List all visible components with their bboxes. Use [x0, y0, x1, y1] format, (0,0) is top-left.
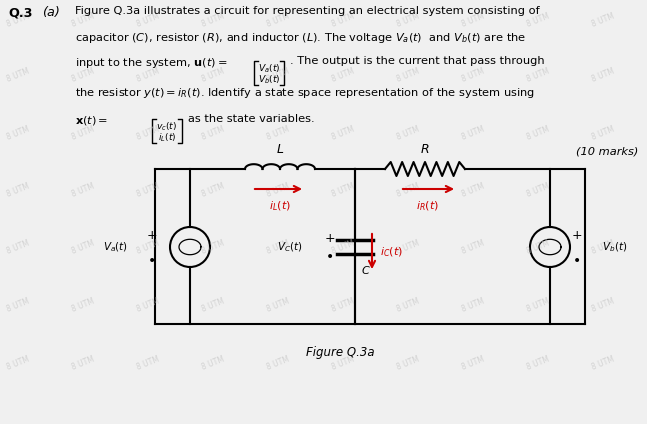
- Text: . The output is the current that pass through: . The output is the current that pass th…: [290, 56, 545, 66]
- Text: +: +: [572, 229, 582, 242]
- Text: $C$: $C$: [361, 264, 371, 276]
- Text: 8 UTM: 8 UTM: [590, 355, 615, 372]
- Text: 8 UTM: 8 UTM: [330, 297, 355, 314]
- Text: 8 UTM: 8 UTM: [5, 67, 30, 84]
- Text: 8 UTM: 8 UTM: [460, 297, 485, 314]
- Text: 8 UTM: 8 UTM: [135, 125, 160, 142]
- Text: (10 marks): (10 marks): [576, 146, 638, 156]
- Text: 8 UTM: 8 UTM: [525, 182, 551, 199]
- Text: $i_L(t)$: $i_L(t)$: [158, 131, 176, 143]
- Text: $V_b(t)$: $V_b(t)$: [258, 73, 280, 86]
- Text: 8 UTM: 8 UTM: [330, 239, 355, 256]
- Text: 8 UTM: 8 UTM: [200, 239, 226, 256]
- Text: 8 UTM: 8 UTM: [330, 125, 355, 142]
- Text: input to the system, $\mathbf{u}(t) = $: input to the system, $\mathbf{u}(t) = $: [75, 56, 228, 70]
- Text: 8 UTM: 8 UTM: [200, 297, 226, 314]
- Text: 8 UTM: 8 UTM: [265, 125, 291, 142]
- Text: 8 UTM: 8 UTM: [590, 12, 615, 29]
- Text: 8 UTM: 8 UTM: [525, 125, 551, 142]
- Text: 8 UTM: 8 UTM: [70, 67, 96, 84]
- Text: $i_L(t)$: $i_L(t)$: [269, 199, 291, 212]
- Text: Q.3: Q.3: [8, 6, 32, 19]
- Text: 8 UTM: 8 UTM: [460, 182, 485, 199]
- Text: 8 UTM: 8 UTM: [70, 355, 96, 372]
- Text: 8 UTM: 8 UTM: [395, 125, 421, 142]
- Text: 8 UTM: 8 UTM: [330, 67, 355, 84]
- Text: 8 UTM: 8 UTM: [525, 355, 551, 372]
- Text: 8 UTM: 8 UTM: [200, 182, 226, 199]
- Text: 8 UTM: 8 UTM: [460, 355, 485, 372]
- Text: 8 UTM: 8 UTM: [200, 12, 226, 29]
- Text: $V_C(t)$: $V_C(t)$: [278, 240, 303, 254]
- Text: $i_R(t)$: $i_R(t)$: [415, 199, 439, 212]
- Text: 8 UTM: 8 UTM: [70, 239, 96, 256]
- Text: 8 UTM: 8 UTM: [460, 12, 485, 29]
- Text: 8 UTM: 8 UTM: [395, 297, 421, 314]
- Text: $L$: $L$: [276, 143, 284, 156]
- Text: 8 UTM: 8 UTM: [395, 182, 421, 199]
- Text: +: +: [325, 232, 335, 245]
- Text: Figure Q.3a: Figure Q.3a: [305, 346, 375, 359]
- Text: 8 UTM: 8 UTM: [395, 67, 421, 84]
- Text: 8 UTM: 8 UTM: [330, 182, 355, 199]
- Text: 8 UTM: 8 UTM: [135, 239, 160, 256]
- Text: 8 UTM: 8 UTM: [265, 355, 291, 372]
- Text: 8 UTM: 8 UTM: [70, 182, 96, 199]
- Text: 8 UTM: 8 UTM: [200, 125, 226, 142]
- Text: 8 UTM: 8 UTM: [135, 182, 160, 199]
- Text: 8 UTM: 8 UTM: [70, 12, 96, 29]
- Text: 8 UTM: 8 UTM: [5, 297, 30, 314]
- Text: capacitor ($C$), resistor ($R$), and inductor ($L$). The voltage $V_a(t)$  and $: capacitor ($C$), resistor ($R$), and ind…: [75, 31, 526, 45]
- Text: 8 UTM: 8 UTM: [265, 239, 291, 256]
- Text: 8 UTM: 8 UTM: [330, 355, 355, 372]
- Text: 8 UTM: 8 UTM: [590, 125, 615, 142]
- Text: 8 UTM: 8 UTM: [135, 297, 160, 314]
- Text: 8 UTM: 8 UTM: [590, 67, 615, 84]
- Text: 8 UTM: 8 UTM: [330, 12, 355, 29]
- Text: as the state variables.: as the state variables.: [188, 114, 314, 124]
- Text: 8 UTM: 8 UTM: [525, 12, 551, 29]
- Text: 8 UTM: 8 UTM: [5, 125, 30, 142]
- Text: +: +: [147, 229, 157, 242]
- Text: the resistor $y(t) = i_R(t)$. Identify a state space representation of the syste: the resistor $y(t) = i_R(t)$. Identify a…: [75, 86, 535, 100]
- Text: •: •: [326, 250, 334, 264]
- Text: 8 UTM: 8 UTM: [135, 355, 160, 372]
- Text: $V_a(t)$: $V_a(t)$: [258, 62, 280, 75]
- Text: 8 UTM: 8 UTM: [265, 182, 291, 199]
- Text: (a): (a): [42, 6, 60, 19]
- Text: 8 UTM: 8 UTM: [135, 67, 160, 84]
- Text: •: •: [148, 254, 156, 268]
- Text: 8 UTM: 8 UTM: [200, 355, 226, 372]
- Text: 8 UTM: 8 UTM: [460, 67, 485, 84]
- Text: 8 UTM: 8 UTM: [395, 355, 421, 372]
- Text: 8 UTM: 8 UTM: [525, 67, 551, 84]
- Text: 8 UTM: 8 UTM: [590, 297, 615, 314]
- Text: 8 UTM: 8 UTM: [590, 239, 615, 256]
- Text: 8 UTM: 8 UTM: [70, 125, 96, 142]
- Text: 8 UTM: 8 UTM: [460, 125, 485, 142]
- Text: $i_C(t)$: $i_C(t)$: [380, 245, 403, 259]
- Text: 8 UTM: 8 UTM: [525, 297, 551, 314]
- Text: 8 UTM: 8 UTM: [460, 239, 485, 256]
- Text: 8 UTM: 8 UTM: [135, 12, 160, 29]
- Text: 8 UTM: 8 UTM: [5, 239, 30, 256]
- Text: $V_a(t)$: $V_a(t)$: [103, 240, 128, 254]
- Text: 8 UTM: 8 UTM: [395, 12, 421, 29]
- Text: 8 UTM: 8 UTM: [265, 297, 291, 314]
- Text: $R$: $R$: [421, 143, 430, 156]
- Text: 8 UTM: 8 UTM: [265, 12, 291, 29]
- Text: 8 UTM: 8 UTM: [5, 182, 30, 199]
- Text: Figure Q.3a illustrates a circuit for representing an electrical system consisti: Figure Q.3a illustrates a circuit for re…: [75, 6, 540, 16]
- Text: $\mathbf{x}(t) = $: $\mathbf{x}(t) = $: [75, 114, 108, 127]
- Text: $v_c(t)$: $v_c(t)$: [157, 120, 178, 133]
- Text: $V_b(t)$: $V_b(t)$: [602, 240, 627, 254]
- Text: 8 UTM: 8 UTM: [525, 239, 551, 256]
- Text: •: •: [573, 254, 581, 268]
- Text: 8 UTM: 8 UTM: [200, 67, 226, 84]
- Text: 8 UTM: 8 UTM: [5, 12, 30, 29]
- Text: 8 UTM: 8 UTM: [70, 297, 96, 314]
- Text: 8 UTM: 8 UTM: [395, 239, 421, 256]
- Text: 8 UTM: 8 UTM: [5, 355, 30, 372]
- Text: 8 UTM: 8 UTM: [265, 67, 291, 84]
